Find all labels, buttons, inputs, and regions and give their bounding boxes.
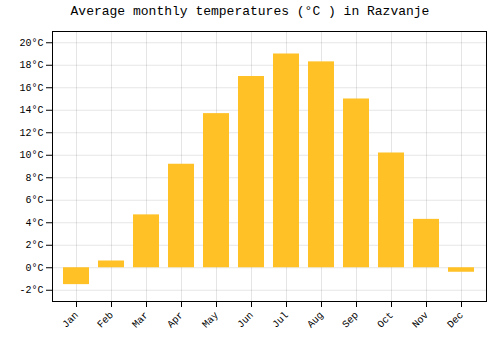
svg-text:Sep: Sep <box>340 310 361 331</box>
svg-text:-2°C: -2°C <box>19 285 43 296</box>
svg-text:16°C: 16°C <box>19 83 43 94</box>
svg-text:2°C: 2°C <box>25 240 43 251</box>
svg-text:Apr: Apr <box>165 310 186 331</box>
svg-text:Jan: Jan <box>60 310 81 331</box>
svg-text:Feb: Feb <box>95 310 116 331</box>
svg-text:Oct: Oct <box>375 310 396 331</box>
svg-text:6°C: 6°C <box>25 195 43 206</box>
svg-text:Dec: Dec <box>445 310 466 331</box>
svg-text:May: May <box>200 310 221 331</box>
svg-text:Jun: Jun <box>235 310 256 331</box>
html-text:Average monthly temperatures (: Average monthly temperatures (°C ) in Ra… <box>70 4 430 19</box>
svg-text:20°C: 20°C <box>19 38 43 49</box>
svg-text:10°C: 10°C <box>19 150 43 161</box>
svg-text:Aug: Aug <box>305 310 326 331</box>
svg-text:Nov: Nov <box>410 310 431 331</box>
svg-text:14°C: 14°C <box>19 105 43 116</box>
svg-text:12°C: 12°C <box>19 128 43 139</box>
svg-text:0°C: 0°C <box>25 263 43 274</box>
svg-text:18°C: 18°C <box>19 60 43 71</box>
svg-text:Jul: Jul <box>270 310 291 331</box>
svg-text:Mar: Mar <box>130 310 151 331</box>
svg-text:4°C: 4°C <box>25 218 43 229</box>
svg-text:8°C: 8°C <box>25 173 43 184</box>
